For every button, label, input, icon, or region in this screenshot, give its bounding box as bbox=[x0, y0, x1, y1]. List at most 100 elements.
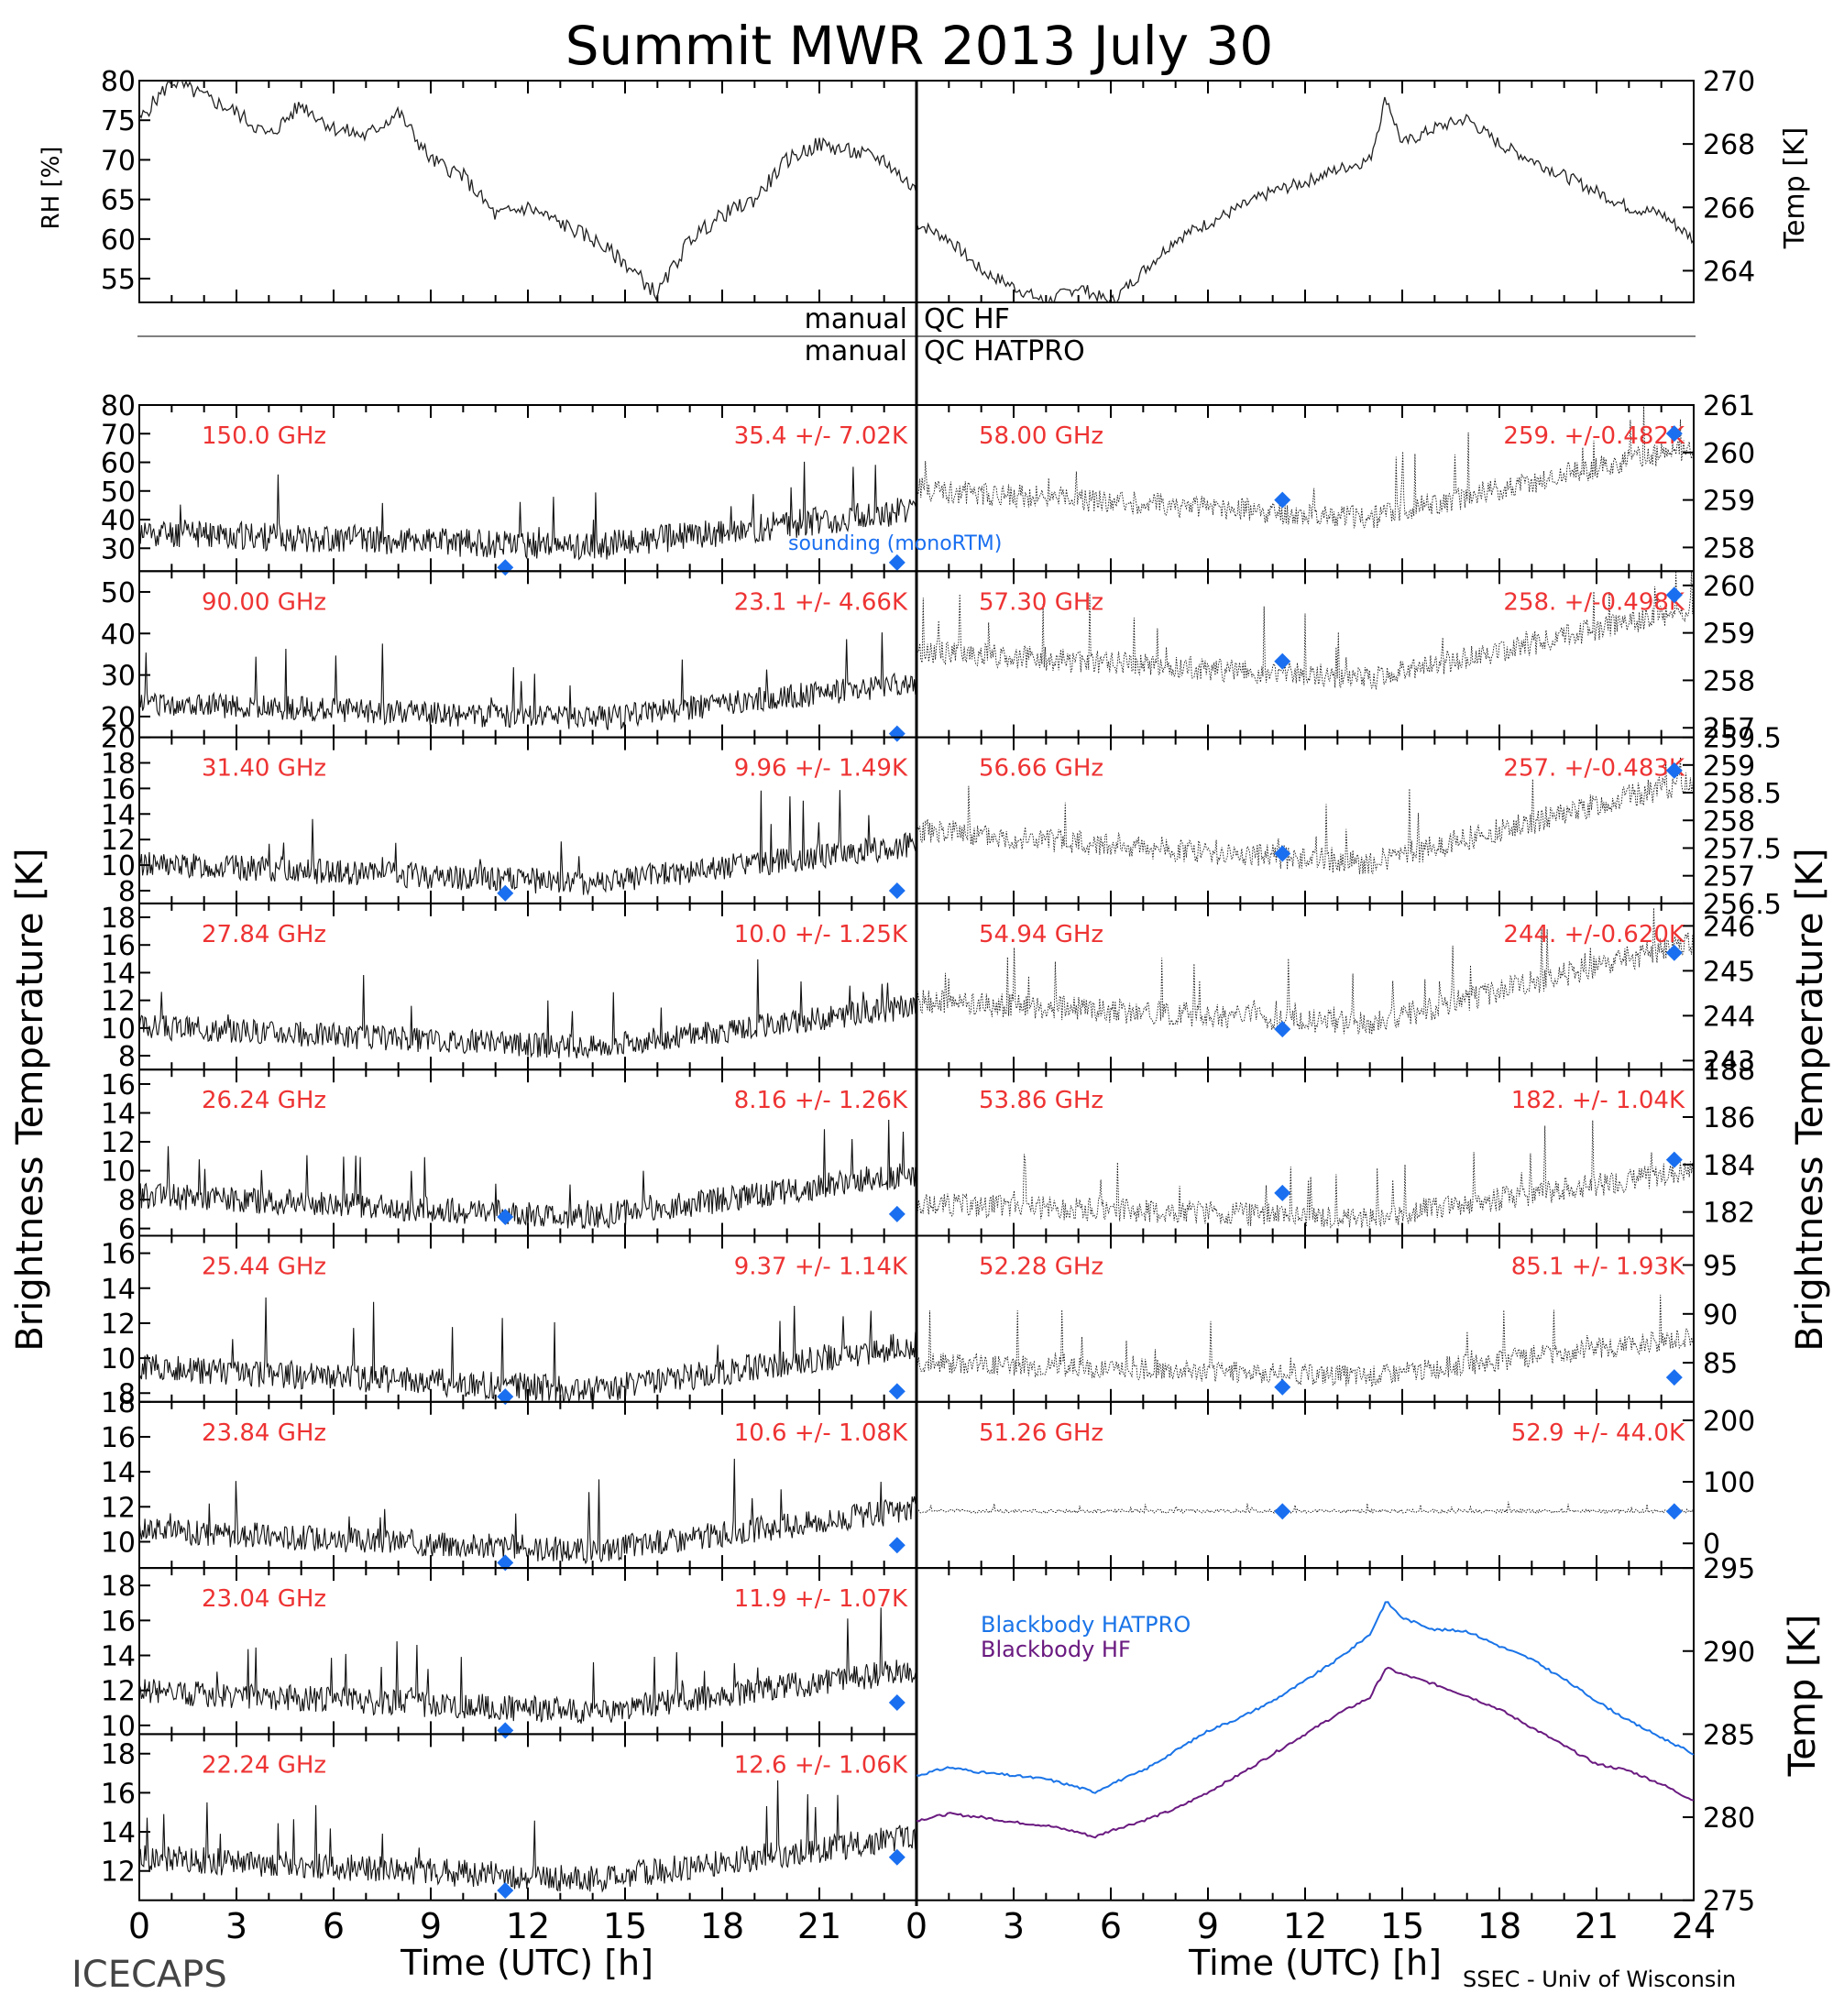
panel-2384ghz-ytick-label: 12 bbox=[101, 1492, 136, 1524]
x-tick-label-left: 12 bbox=[506, 1906, 550, 1946]
legend-blackbody-hatpro: Blackbody HATPRO bbox=[981, 1612, 1191, 1638]
rh-panel-frame bbox=[138, 80, 917, 303]
panel-2304ghz-ytick-label: 10 bbox=[101, 1711, 136, 1743]
panel-2304ghz-freq-label: 23.04 GHz bbox=[202, 1585, 326, 1613]
x-tick-label-right: 6 bbox=[1100, 1906, 1122, 1946]
qc-hf-left: manual bbox=[805, 303, 907, 335]
panel-5666ghz-ytick-label: 259.5 bbox=[1703, 723, 1782, 755]
panel-2224ghz-sounding-point bbox=[497, 1882, 514, 1900]
panel-3140ghz-ytick-label: 12 bbox=[101, 825, 136, 857]
panel-2384ghz-freq-label: 23.84 GHz bbox=[202, 1419, 326, 1447]
panel-9000ghz-sounding-point bbox=[888, 725, 906, 742]
panel-5228ghz-ytick-label: 95 bbox=[1703, 1250, 1738, 1282]
panel-2784ghz-ytick-label: 8 bbox=[118, 1041, 136, 1073]
panel-5126ghz-sounding-point bbox=[1665, 1503, 1683, 1520]
rh-panel-ytick-label: 70 bbox=[101, 145, 136, 177]
panel-5800ghz-series-scatter bbox=[916, 404, 1695, 529]
qc-hatpro-left: manual bbox=[805, 335, 907, 367]
x-tick-label-right: 18 bbox=[1477, 1906, 1521, 1946]
x-tick-label-left: 18 bbox=[700, 1906, 744, 1946]
panel-3140ghz-ytick-label: 14 bbox=[101, 799, 136, 831]
panel-2304ghz-ytick-label: 18 bbox=[101, 1571, 136, 1603]
panel-2224ghz-series-line bbox=[138, 1780, 917, 1893]
panel-5494ghz-ytick-label: 245 bbox=[1703, 956, 1755, 988]
panel-2224ghz-ytick-label: 18 bbox=[101, 1739, 136, 1771]
panel-5228ghz-stats-label: 85.1 +/- 1.93K bbox=[1511, 1254, 1685, 1281]
rh-panel-ytick-label: 80 bbox=[101, 66, 136, 98]
panel-2544ghz-stats-label: 9.37 +/- 1.14K bbox=[734, 1254, 908, 1281]
panel-9000ghz-ytick-label: 30 bbox=[101, 661, 136, 693]
panel-2224ghz-ytick-label: 12 bbox=[101, 1857, 136, 1889]
panel-5386ghz-ytick-label: 182 bbox=[1703, 1198, 1755, 1230]
panel-2224ghz-ytick-label: 16 bbox=[101, 1778, 136, 1810]
panel-9000ghz-ytick-label: 50 bbox=[101, 577, 136, 609]
panel-1500ghz-ytick-label: 40 bbox=[101, 505, 136, 537]
panel-3140ghz-sounding-point bbox=[888, 882, 906, 899]
panel-1500ghz-ytick-label: 60 bbox=[101, 448, 136, 480]
panel-2304ghz-series-line bbox=[138, 1607, 917, 1724]
air-temp-panel-ytick-label: 266 bbox=[1703, 192, 1755, 225]
panel-5494ghz-sounding-point bbox=[1665, 944, 1683, 961]
panel-9000ghz-freq-label: 90.00 GHz bbox=[202, 588, 326, 616]
panel-5730ghz-stats-label: 258. +/-0.498K bbox=[1503, 588, 1685, 616]
blackbody-panel-ytick-label: 295 bbox=[1703, 1553, 1755, 1585]
panel-5126ghz-ytick-label: 100 bbox=[1703, 1467, 1755, 1499]
panel-5126ghz-stats-label: 52.9 +/- 44.0K bbox=[1511, 1419, 1685, 1447]
x-axis-label-right: Time (UTC) [h] bbox=[1188, 1943, 1442, 1983]
panel-5666ghz-ytick-label: 256.5 bbox=[1703, 889, 1782, 921]
x-tick-label-left: 3 bbox=[225, 1906, 247, 1946]
panel-2624ghz-series-line bbox=[138, 1119, 917, 1230]
panel-5666ghz-freq-label: 56.66 GHz bbox=[979, 755, 1103, 783]
panel-5228ghz-series-scatter bbox=[916, 1294, 1695, 1387]
panel-2784ghz-series-line bbox=[138, 959, 917, 1059]
panel-2784ghz-ytick-label: 16 bbox=[101, 930, 136, 962]
footer-ssec: SSEC - Univ of Wisconsin bbox=[1463, 1967, 1736, 1992]
panel-3140ghz-ytick-label: 8 bbox=[118, 876, 136, 908]
panel-9000ghz-ytick-label: 40 bbox=[101, 619, 136, 651]
panel-3140ghz-ytick-label: 10 bbox=[101, 850, 136, 882]
panel-5386ghz-sounding-point bbox=[1274, 1184, 1291, 1201]
panel-5800ghz-sounding-point bbox=[1665, 425, 1683, 443]
rh-panel-ytick-label: 60 bbox=[101, 225, 136, 257]
x-tick-label-right: 3 bbox=[1003, 1906, 1025, 1946]
panel-1500ghz-ytick-label: 50 bbox=[101, 477, 136, 509]
panel-2784ghz-ytick-label: 12 bbox=[101, 986, 136, 1018]
panel-2304ghz-ytick-label: 12 bbox=[101, 1676, 136, 1708]
blackbody-panel-ytick-label: 290 bbox=[1703, 1637, 1755, 1669]
panel-5666ghz-ytick-label: 257 bbox=[1703, 861, 1755, 893]
panel-2624ghz-stats-label: 8.16 +/- 1.26K bbox=[734, 1087, 908, 1114]
panel-1500ghz-sounding-point bbox=[888, 553, 906, 571]
qc-hatpro-right: QC HATPRO bbox=[924, 335, 1085, 367]
panel-5126ghz-freq-label: 51.26 GHz bbox=[979, 1419, 1103, 1447]
panel-2384ghz-sounding-point bbox=[888, 1537, 906, 1554]
panel-5730ghz-ytick-label: 259 bbox=[1703, 619, 1755, 651]
panel-3140ghz-ytick-label: 16 bbox=[101, 773, 136, 805]
panel-2544ghz-ytick-label: 8 bbox=[118, 1378, 136, 1410]
chart-title: Summit MWR 2013 July 30 bbox=[565, 15, 1274, 77]
x-tick-label-right: 24 bbox=[1672, 1906, 1716, 1946]
left-y-axis-label: Brightness Temperature [K] bbox=[9, 848, 51, 1351]
panel-3140ghz-stats-label: 9.96 +/- 1.49K bbox=[734, 755, 908, 783]
panel-2624ghz-ytick-label: 6 bbox=[118, 1214, 136, 1246]
panel-5494ghz-ytick-label: 243 bbox=[1703, 1046, 1755, 1078]
panel-2624ghz-freq-label: 26.24 GHz bbox=[202, 1087, 326, 1114]
panel-2784ghz-ytick-label: 18 bbox=[101, 903, 136, 935]
panel-5494ghz-series-scatter bbox=[916, 907, 1695, 1035]
panel-1500ghz-stats-label: 35.4 +/- 7.02K bbox=[734, 422, 908, 450]
panel-5666ghz-series-scatter bbox=[916, 757, 1695, 874]
panel-2544ghz-ytick-label: 16 bbox=[101, 1239, 136, 1271]
panel-5730ghz-ytick-label: 258 bbox=[1703, 665, 1755, 697]
rh-panel-ytick-label: 65 bbox=[101, 185, 136, 217]
panel-2384ghz-ytick-label: 18 bbox=[101, 1387, 136, 1419]
panel-2544ghz-ytick-label: 12 bbox=[101, 1309, 136, 1341]
panel-2624ghz-ytick-label: 12 bbox=[101, 1127, 136, 1159]
panel-2544ghz-series-line bbox=[138, 1297, 917, 1404]
panel-5800ghz-sounding-point bbox=[1274, 491, 1291, 509]
panel-5800ghz-ytick-label: 259 bbox=[1703, 486, 1755, 518]
panel-5800ghz-ytick-label: 258 bbox=[1703, 532, 1755, 564]
panel-5730ghz-ytick-label: 260 bbox=[1703, 571, 1755, 603]
panel-2544ghz-sounding-point bbox=[497, 1388, 514, 1406]
panel-2384ghz-series-line bbox=[138, 1458, 917, 1565]
panel-5730ghz-sounding-point bbox=[1665, 586, 1683, 604]
panel-2624ghz-ytick-label: 10 bbox=[101, 1156, 136, 1189]
